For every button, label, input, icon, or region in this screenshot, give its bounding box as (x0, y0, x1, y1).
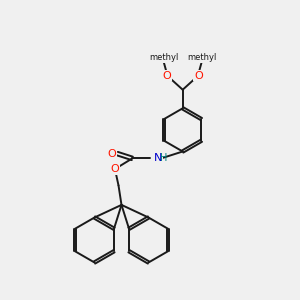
Text: O: O (163, 70, 172, 81)
Text: methyl: methyl (187, 53, 217, 62)
Text: O: O (194, 70, 203, 81)
Text: O: O (110, 164, 119, 174)
Text: O: O (107, 148, 116, 159)
Text: N: N (154, 153, 162, 164)
Text: methyl: methyl (149, 53, 178, 62)
Text: H: H (160, 153, 168, 164)
